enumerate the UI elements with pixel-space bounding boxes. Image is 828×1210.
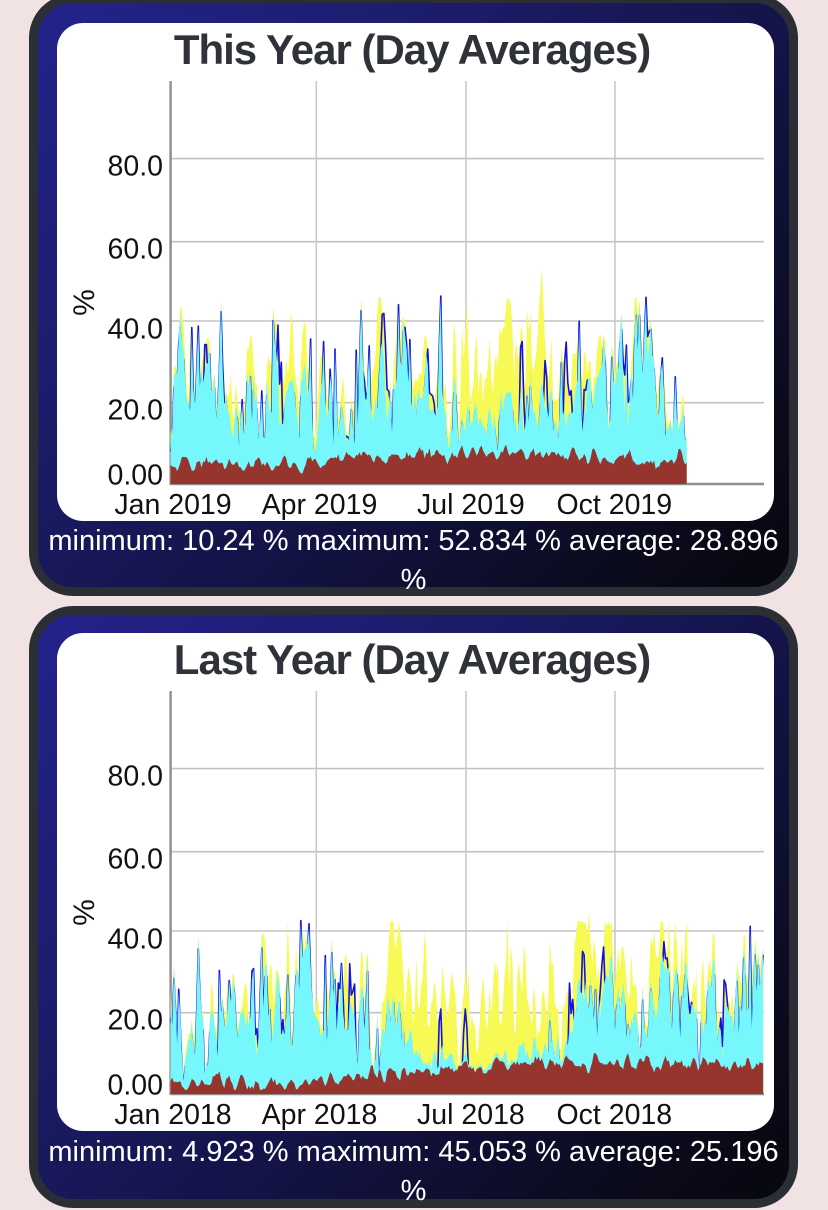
svg-text:Jan 2019: Jan 2019 — [114, 489, 231, 521]
svg-text:20.0: 20.0 — [108, 1005, 163, 1037]
svg-text:Apr 2018: Apr 2018 — [262, 1099, 378, 1131]
svg-text:60.0: 60.0 — [108, 844, 163, 876]
svg-text:80.0: 80.0 — [108, 760, 163, 792]
svg-text:Jul 2019: Jul 2019 — [417, 489, 525, 521]
svg-text:80.0: 80.0 — [108, 150, 163, 182]
svg-text:Jul 2018: Jul 2018 — [417, 1099, 525, 1131]
svg-text:Apr 2019: Apr 2019 — [262, 489, 378, 521]
svg-text:%: % — [68, 899, 101, 926]
svg-text:This Year (Day Averages): This Year (Day Averages) — [174, 26, 650, 73]
svg-text:%: % — [68, 289, 101, 316]
svg-text:Oct 2019: Oct 2019 — [556, 489, 672, 521]
svg-text:40.0: 40.0 — [108, 923, 163, 955]
svg-text:Last Year (Day Averages): Last Year (Day Averages) — [174, 636, 650, 683]
svg-text:0.00: 0.00 — [108, 460, 163, 492]
svg-text:20.0: 20.0 — [108, 395, 163, 427]
svg-text:60.0: 60.0 — [108, 234, 163, 266]
svg-text:40.0: 40.0 — [108, 313, 163, 345]
svg-text:Jan 2018: Jan 2018 — [114, 1099, 231, 1131]
svg-text:0.00: 0.00 — [108, 1070, 163, 1102]
svg-text:Oct 2018: Oct 2018 — [556, 1099, 672, 1131]
